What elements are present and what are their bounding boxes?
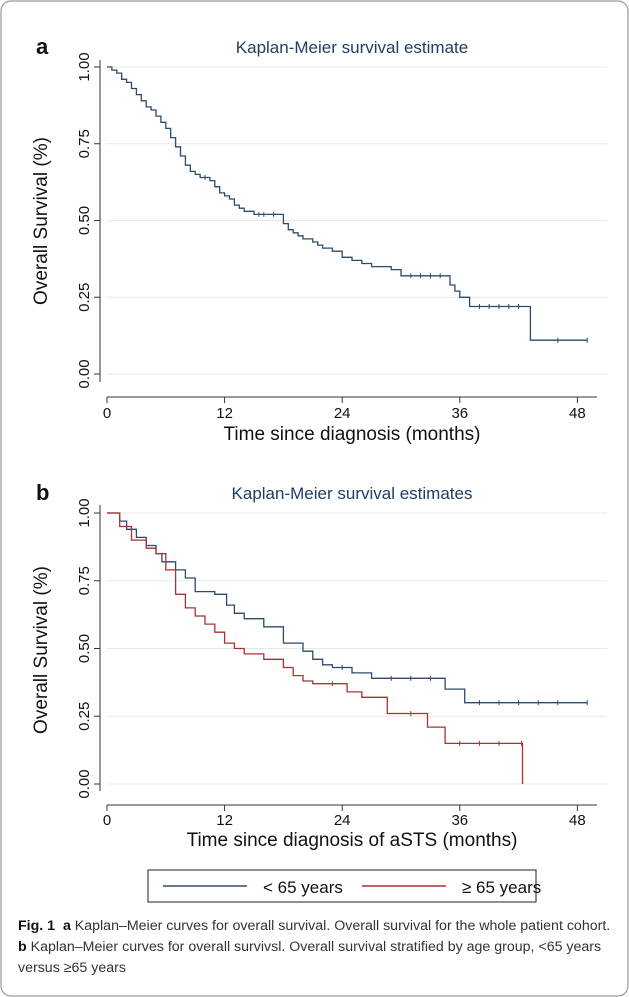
panel-a-ylabel: Overall Survival (%) [31,137,52,305]
panel-b-label: b [36,480,49,505]
panel-a-label: a [36,34,49,59]
panel-a-chart: a Kaplan-Meier survival estimate Overall… [31,34,607,445]
panel-b-title: Kaplan-Meier survival estimates [232,484,473,503]
x-tick-label: 0 [103,812,111,829]
km-curve-65-plus [107,512,524,784]
caption-fig-label: Fig. 1 [18,918,56,934]
panel-a-plot-area: 0.00 0.25 0.50 0.75 1.00 0 12 24 36 48 [76,52,607,422]
x-tick-label: 24 [334,812,351,829]
y-tick-label: 0.00 [76,769,93,798]
x-tick-label: 0 [103,405,111,422]
x-tick-label: 24 [334,405,351,422]
y-tick-label: 1.00 [76,498,93,527]
x-tick-label: 48 [569,812,586,829]
x-tick-label: 48 [569,405,586,422]
y-tick-label: 0.75 [76,129,93,158]
y-tick-label: 0.50 [76,634,93,663]
x-tick-label: 12 [216,812,233,829]
y-tick-label: 0.00 [76,359,93,388]
caption-b-text: Kaplan–Meier curves for overall survivsl… [18,939,602,976]
y-tick-label: 0.25 [76,283,93,312]
figure-caption: Fig. 1 a Kaplan–Meier curves for overall… [18,916,618,979]
x-tick-label: 36 [451,812,468,829]
panel-b-ylabel: Overall Survival (%) [31,566,52,734]
panel-b-plot-area: 0.00 0.25 0.50 0.75 1.00 0 12 24 36 48 [76,498,607,829]
km-curve-overall [107,66,588,341]
x-tick-label: 36 [451,405,468,422]
y-tick-label: 1.00 [76,52,93,81]
caption-b-label: b [18,939,27,955]
panel-a-title: Kaplan-Meier survival estimate [236,38,468,57]
x-tick-label: 12 [216,405,233,422]
y-tick-label: 0.50 [76,206,93,235]
legend-label-65-plus: ≥ 65 years [462,878,541,897]
panel-b-chart: b Kaplan-Meier survival estimates Overal… [31,480,607,903]
panel-b-xlabel: Time since diagnosis of aSTS (months) [187,830,518,851]
y-tick-label: 0.25 [76,702,93,731]
panel-a-xlabel: Time since diagnosis (months) [224,424,481,445]
y-tick-label: 0.75 [76,566,93,595]
legend-label-under-65: < 65 years [263,878,343,897]
caption-a-label: a [62,918,71,934]
caption-a-text: Kaplan–Meier curves for overall survival… [70,918,611,934]
panel-b-legend: < 65 years ≥ 65 years [147,869,541,903]
